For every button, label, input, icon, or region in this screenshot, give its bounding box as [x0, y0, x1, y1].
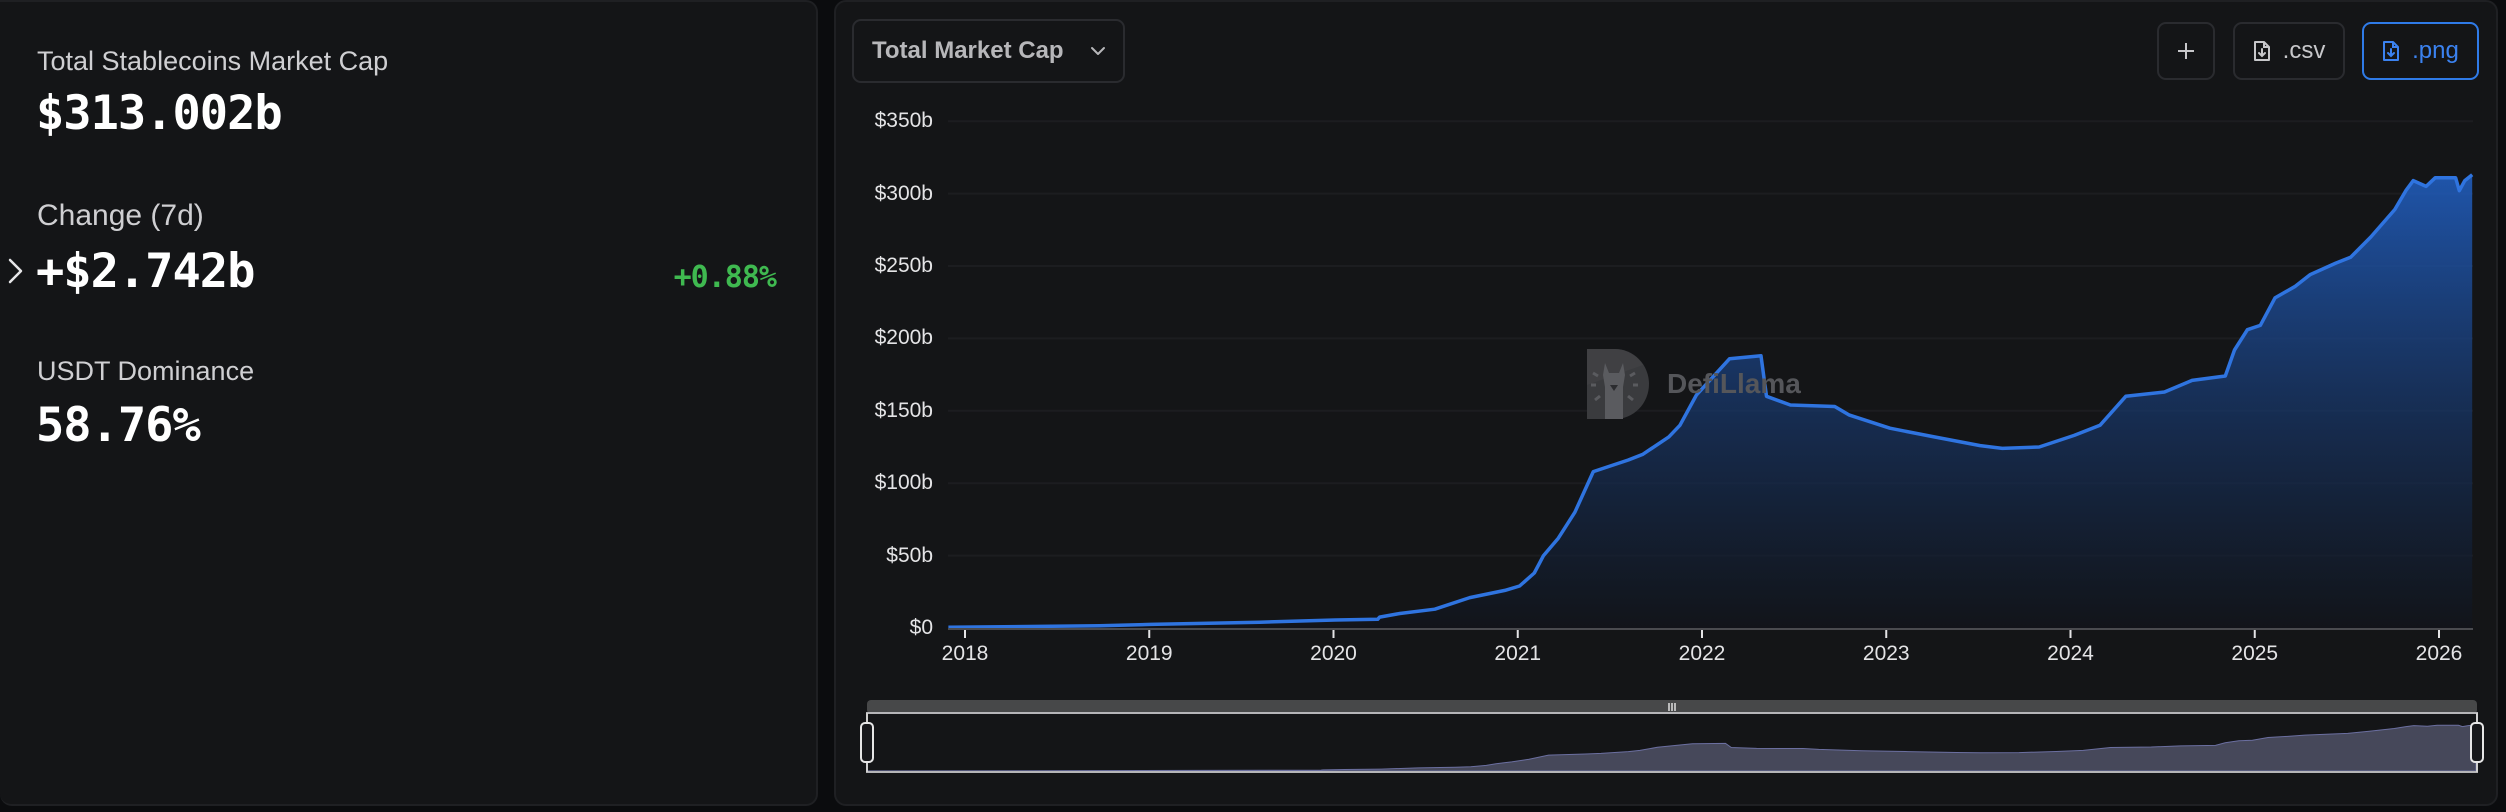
y-axis-tick-label: $250b [874, 254, 933, 277]
change-7d-label: Change (7d) [37, 199, 204, 232]
file-download-icon [2253, 41, 2270, 61]
x-axis-tick-label: 2022 [1678, 642, 1726, 665]
navigator-left-handle[interactable] [860, 722, 874, 763]
png-label: .png [2412, 37, 2459, 64]
chevron-right-icon[interactable] [6, 256, 26, 286]
usdt-dominance-value: 58.76% [36, 398, 201, 453]
y-axis-tick-label: $200b [874, 326, 933, 350]
x-axis-tick-label: 2021 [1494, 642, 1542, 665]
csv-label: .csv [2282, 37, 2326, 64]
navigator-right-handle[interactable] [2470, 722, 2484, 763]
y-axis-tick-label: $50b [886, 543, 933, 567]
usdt-dominance-label: USDT Dominance [37, 356, 255, 386]
navigator-grip-icon[interactable] [1668, 703, 1676, 711]
change-7d-value: +$2.742b [36, 244, 255, 299]
file-download-icon [2383, 41, 2400, 61]
metric-select-dropdown[interactable]: Total Market Cap [852, 19, 1125, 83]
add-chart-button[interactable] [2157, 22, 2215, 80]
metric-select-label: Total Market Cap [872, 37, 1064, 64]
y-axis-tick-label: $150b [874, 398, 933, 422]
navigator-area [867, 724, 2477, 772]
y-axis-tick-label: $0 [909, 616, 933, 639]
download-csv-button[interactable]: .csv [2233, 22, 2345, 80]
x-axis-tick-label: 2024 [2047, 642, 2094, 665]
chevron-down-icon [1090, 47, 1105, 55]
y-axis-tick-label: $300b [874, 181, 933, 205]
plus-icon [2178, 43, 2194, 59]
x-axis-tick-label: 2023 [1862, 642, 1910, 665]
total-market-cap-value: $313.002b [36, 86, 283, 141]
change-7d-percent: +0.88% [673, 260, 777, 295]
series-line [948, 173, 2474, 630]
x-axis-tick-label: 2018 [941, 642, 989, 665]
x-axis-tick-label: 2026 [2415, 642, 2463, 665]
download-png-button[interactable]: .png [2362, 22, 2479, 80]
x-axis-tick-label: 2019 [1125, 642, 1173, 665]
x-axis-ticks [964, 630, 2440, 638]
x-axis-tick-label: 2020 [1310, 642, 1357, 665]
area-fill [948, 174, 2473, 629]
stats-panel: Total Stablecoins Market Cap $313.002b C… [0, 0, 818, 806]
y-axis-tick-label: $350b [874, 109, 933, 133]
x-axis-tick-label: 2025 [2231, 642, 2279, 665]
total-market-cap-label: Total Stablecoins Market Cap [37, 46, 389, 76]
y-axis-tick-label: $100b [874, 471, 933, 495]
